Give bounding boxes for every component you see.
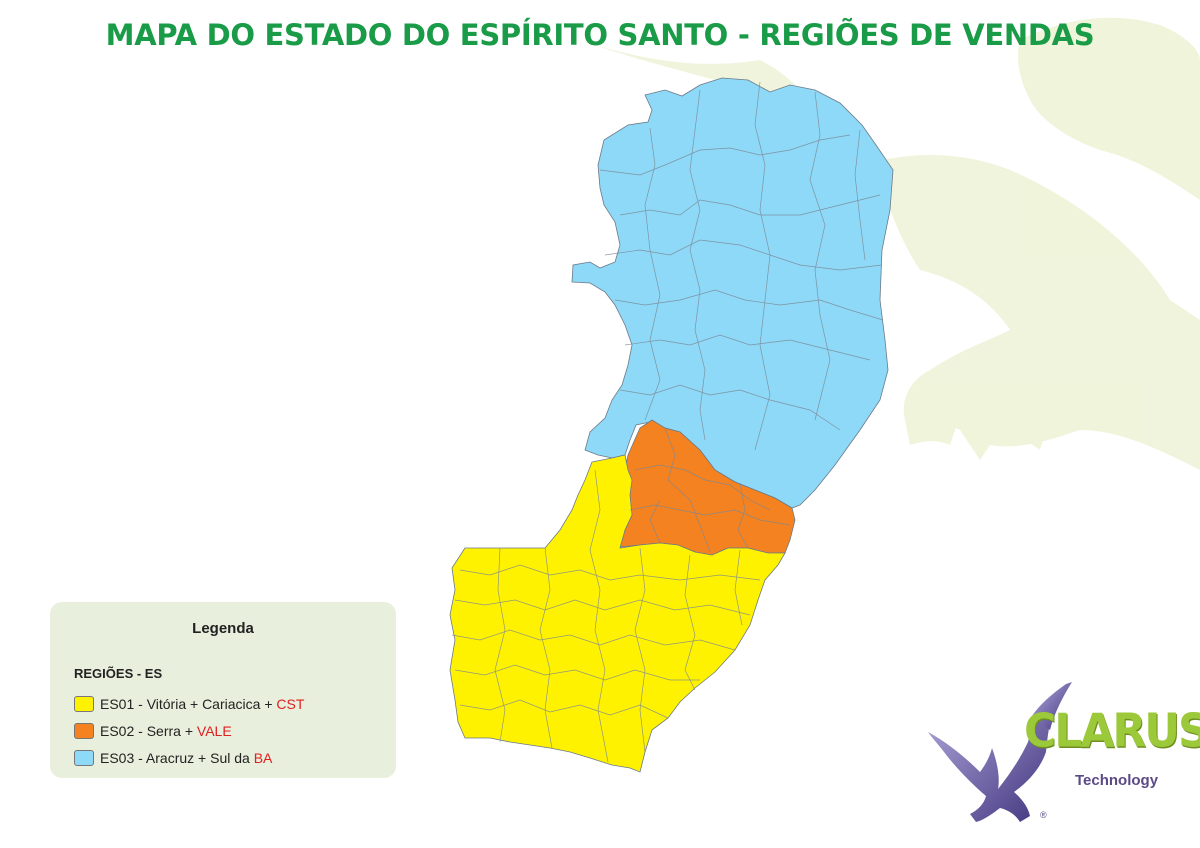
eagle-logo-icon [928, 682, 1072, 822]
legend-label-es01: ES01 - Vitória + Cariacica + CST [100, 696, 305, 712]
logo-brand: CLARUS [1024, 704, 1200, 759]
legend-swatch-es01 [74, 696, 94, 712]
region-es01[interactable] [449, 454, 786, 773]
logo-registered-mark: ® [1040, 810, 1047, 820]
map-legend: Legenda REGIÕES - ES ES01 - Vitória + Ca… [50, 602, 396, 778]
legend-item-es03[interactable]: ES03 - Aracruz + Sul da BA [74, 748, 272, 768]
region-es03[interactable] [571, 77, 894, 509]
page-title: MAPA DO ESTADO DO ESPÍRITO SANTO - REGIÕ… [105, 18, 1095, 52]
legend-subtitle: REGIÕES - ES [74, 666, 163, 681]
legend-label-es03: ES03 - Aracruz + Sul da BA [100, 750, 273, 766]
legend-swatch-es02 [74, 723, 94, 739]
legend-item-es01[interactable]: ES01 - Vitória + Cariacica + CST [74, 694, 304, 714]
legend-title: Legenda [192, 620, 254, 637]
legend-label-es02: ES02 - Serra + VALE [100, 723, 232, 739]
legend-item-es02[interactable]: ES02 - Serra + VALE [74, 721, 232, 741]
logo-tagline: Technology [1075, 772, 1159, 789]
legend-swatch-es03 [74, 750, 94, 766]
